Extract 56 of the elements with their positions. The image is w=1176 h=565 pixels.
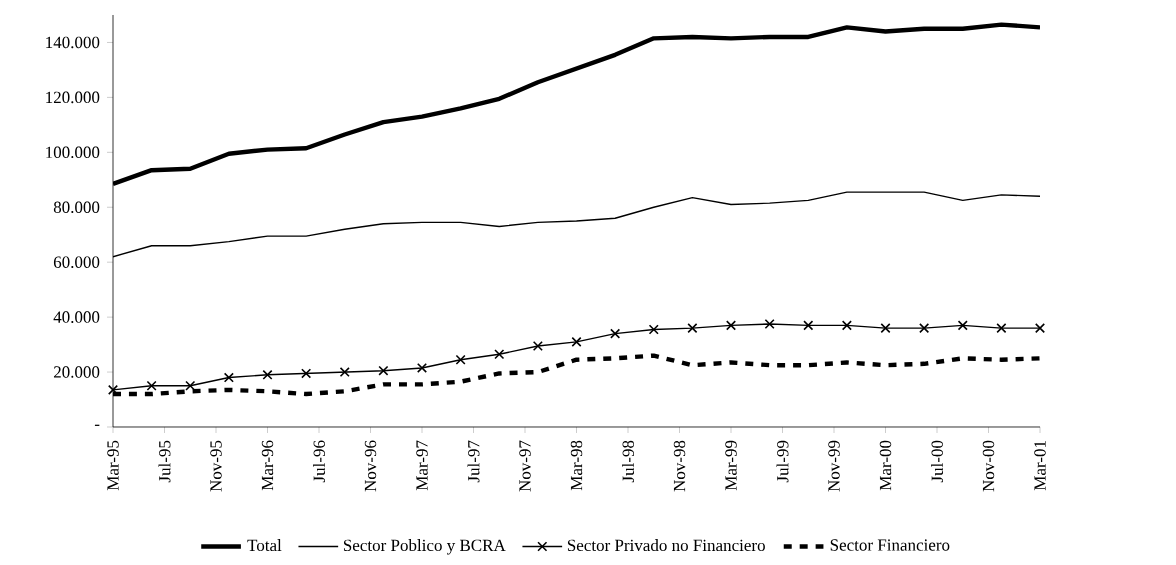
x-tick-label: Nov-98 — [673, 440, 686, 492]
x-tick-label: Jul-95 — [158, 440, 171, 483]
point — [262, 369, 273, 380]
x-tick-label: Mar-00 — [879, 440, 892, 491]
x-tick-label: Mar-99 — [725, 440, 737, 491]
y-tick-label: 40.000 — [53, 311, 100, 323]
y-tick-label: 100.000 — [46, 146, 100, 159]
y-tick-label: 120.000 — [46, 91, 100, 104]
point — [571, 336, 582, 347]
legend-label: Total — [247, 539, 282, 552]
point — [378, 365, 389, 376]
x-tick-label: Jul-99 — [776, 440, 789, 483]
x-tick-label: Mar-97 — [416, 440, 428, 491]
point — [725, 320, 737, 331]
x-tick-label: Jul-97 — [467, 440, 480, 483]
x-tick-label: Nov-95 — [210, 440, 222, 492]
point — [610, 328, 621, 339]
y-tick-label: 20.000 — [53, 366, 100, 378]
point — [532, 340, 543, 352]
x-tick-label: Nov-99 — [828, 440, 840, 492]
point — [301, 368, 312, 379]
point — [841, 320, 852, 331]
x-tick-label: Nov-96 — [364, 440, 377, 492]
point — [185, 380, 196, 391]
point — [803, 320, 814, 331]
point — [455, 354, 466, 365]
legend-label: Sector Financiero — [830, 539, 950, 551]
point — [919, 323, 930, 334]
x-tick-label: Mar-98 — [570, 440, 583, 491]
x-tick-label: Jul-00 — [931, 440, 943, 483]
point — [687, 323, 698, 334]
y-tick-label: - — [94, 424, 100, 426]
legend-label: Sector Poblico y BCRA — [343, 539, 506, 555]
point — [764, 318, 775, 330]
y-tick-label: 140.000 — [46, 36, 100, 49]
x-tick-label: Mar-95 — [107, 440, 119, 491]
point — [107, 384, 119, 395]
x-tick-label: Nov-97 — [519, 440, 531, 492]
point — [223, 372, 234, 383]
point — [339, 367, 350, 378]
x-tick-label: Mar-96 — [261, 440, 274, 491]
legend-label: Sector Privado no Financiero — [567, 539, 765, 552]
y-tick-label: 60.000 — [53, 256, 100, 268]
x-tick-label: Jul-98 — [622, 440, 634, 483]
point — [648, 324, 659, 335]
y-tick-label: 80.000 — [53, 201, 100, 214]
point — [880, 323, 891, 334]
point — [494, 349, 505, 360]
point — [146, 380, 157, 391]
x-tick-label: Nov-00 — [982, 440, 995, 492]
point — [957, 320, 968, 331]
point — [996, 323, 1007, 334]
point — [416, 362, 428, 373]
x-tick-label: Mar-01 — [1034, 441, 1046, 491]
point — [1034, 323, 1046, 334]
x-tick-label: Jul-96 — [313, 440, 325, 483]
